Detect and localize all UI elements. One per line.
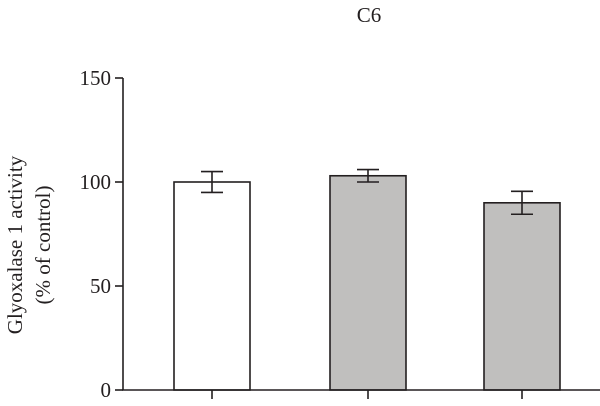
y-axis-ticks: 0 50 100 150 (80, 66, 123, 402)
error-bar-2 (357, 168, 379, 183)
x-axis-ticks (211, 390, 523, 399)
error-bar-3 (511, 190, 533, 216)
y-tick-label: 100 (80, 170, 112, 194)
bar-2 (329, 174, 407, 391)
error-bar-1 (201, 170, 223, 194)
bar-3 (483, 202, 561, 391)
y-tick-label: 150 (80, 66, 112, 90)
y-tick-label: 0 (101, 378, 112, 402)
bars-group (173, 168, 561, 391)
y-axis-label: Glyoxalase 1 activity (% of control) (3, 155, 55, 334)
y-tick-label: 50 (90, 274, 111, 298)
chart-title: C6 (357, 3, 382, 27)
y-axis-label-line2: (% of control) (31, 186, 55, 305)
y-axis-label-line1: Glyoxalase 1 activity (3, 155, 27, 334)
bar-1 (173, 181, 251, 391)
